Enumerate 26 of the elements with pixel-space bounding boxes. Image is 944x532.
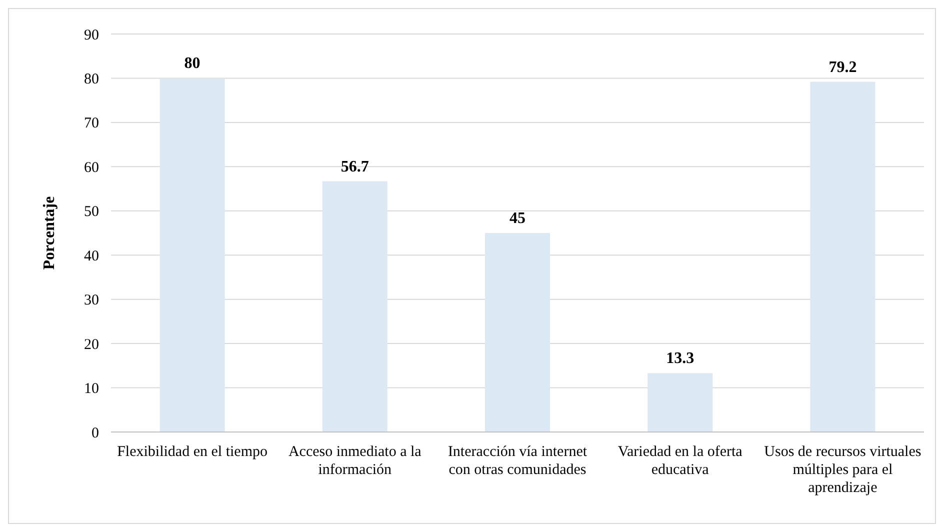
x-tick-label: Interacción vía internet con otras comunidades [448,444,588,478]
x-tick-label: Flexibilidad en el tiempo [117,444,268,460]
y-tick-label: 30 [84,292,99,309]
data-label: 13.3 [666,350,694,368]
y-tick-label: 50 [84,204,99,220]
y-tick-label: 80 [84,71,99,88]
data-label: 56.7 [340,158,369,176]
x-tick-label: Variedad en la oferta educativa [618,444,743,478]
y-tick-label: 10 [84,381,99,398]
y-tick-label: 90 [84,27,99,44]
y-tick-label: 20 [84,336,99,353]
bar [160,78,225,432]
bar [648,373,713,432]
bar [322,181,388,432]
y-tick-label: 60 [84,160,99,176]
x-tick-label: Acceso inmediato a la información [288,444,422,478]
bar [484,233,550,432]
x-tick-label: Usos de recursos virtuales múltiples para el aprendizaje [764,444,922,496]
y-tick-label: 40 [84,248,99,264]
data-label: 80 [184,55,200,72]
y-tick-label: 70 [84,116,99,132]
bar [810,82,876,432]
y-axis-title: Porcentaje [41,196,58,270]
y-tick-label: 0 [92,425,99,442]
data-label: 45 [510,210,526,227]
data-label: 79.2 [828,58,857,76]
